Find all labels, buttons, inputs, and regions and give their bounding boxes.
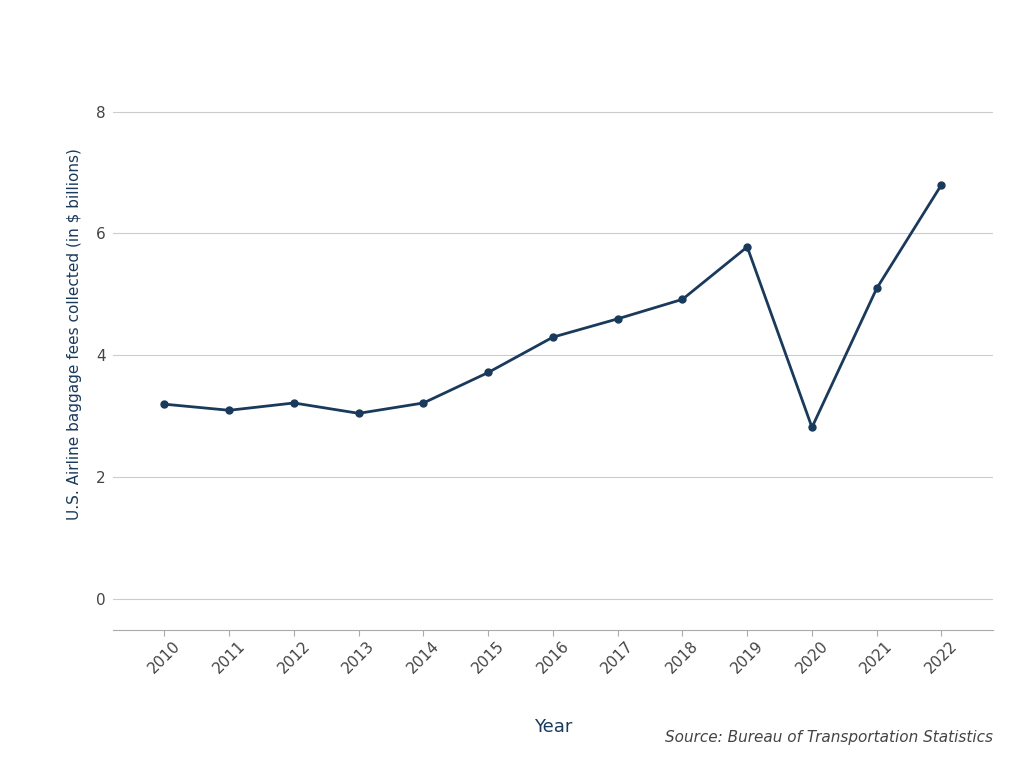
- Y-axis label: U.S. Airline baggage fees collected (in $ billions): U.S. Airline baggage fees collected (in …: [67, 148, 82, 520]
- Text: Source: Bureau of Transportation Statistics: Source: Bureau of Transportation Statist…: [666, 730, 993, 745]
- X-axis label: Year: Year: [534, 717, 572, 736]
